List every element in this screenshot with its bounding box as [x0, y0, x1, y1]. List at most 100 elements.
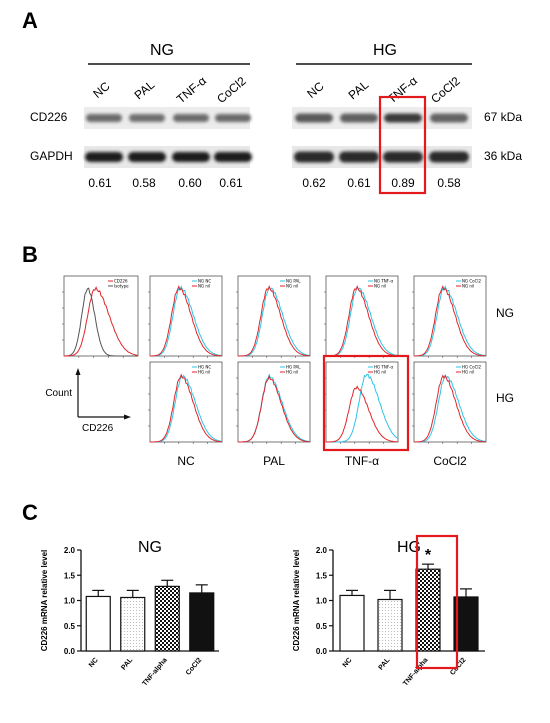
histogram-legend-entry: HG PAL: [286, 365, 301, 370]
ratio-value-ng: 0.61: [88, 176, 112, 190]
blot-band: [86, 114, 122, 122]
histogram-trace: [64, 286, 139, 357]
ng-group-title: NG: [150, 42, 174, 59]
histogram-trace: [326, 285, 399, 357]
count-cd226-axes: Count CD226: [45, 368, 131, 434]
histogram-panel: HG TNF-αHG nil: [324, 361, 399, 444]
y-tick-label: 0.0: [316, 647, 328, 656]
histogram-column-label: NC: [177, 454, 195, 468]
band-ratios: 0.61 0.58 0.60 0.61 0.62 0.61 0.89 0.58: [88, 176, 461, 190]
lane-label-hg: CoCl2: [428, 74, 463, 106]
count-axis-label: Count: [45, 388, 72, 399]
ratio-value-hg: 0.58: [437, 176, 461, 190]
histogram-legend-entry: NG nil: [374, 284, 386, 289]
bar-cocl2: [189, 592, 215, 652]
histogram-trace: [414, 285, 487, 357]
histogram-legend-entry: NG NC: [198, 279, 211, 284]
y-tick-label: 1.5: [64, 571, 76, 580]
histogram-legend-entry: HG nil: [374, 370, 386, 375]
bar-tnf-alpha: [415, 568, 441, 652]
histogram-trace: [238, 285, 311, 357]
y-tick-label: 0.5: [316, 622, 328, 631]
blot-band: [383, 151, 423, 163]
x-tick-label: CoCl2: [185, 657, 203, 677]
ratio-value-hg: 0.89: [391, 176, 415, 190]
histogram-frame: [325, 361, 399, 443]
ratio-value-ng: 0.58: [132, 176, 156, 190]
histogram-legend-entry: HG NC: [198, 365, 211, 370]
blot-band: [85, 152, 123, 162]
western-blot-bands: [84, 107, 472, 168]
histogram-legend-entry: NG TNF-α: [374, 279, 394, 284]
y-tick-label: 1.0: [64, 597, 76, 606]
blot-band: [215, 114, 251, 122]
y-axis-label: CD226 mRNA relative level: [292, 550, 301, 652]
row-label-hg: HG: [496, 391, 514, 405]
histogram-legend-entry: HG nil: [462, 370, 474, 375]
x-tick-label: NC: [342, 657, 354, 669]
y-tick-label: 0.5: [64, 622, 76, 631]
lane-label-hg: PAL: [346, 77, 372, 102]
blot-strip-cd226-hg: [292, 107, 472, 129]
panel-b-label: B: [22, 242, 38, 267]
row-label-cd226: CD226: [30, 110, 68, 124]
blot-band: [128, 152, 166, 162]
histogram-legend-entry: NG nil: [286, 284, 298, 289]
ratio-value-hg: 0.61: [347, 176, 371, 190]
lane-label-ng: CoCl2: [214, 74, 249, 106]
highlight-box-a: [378, 95, 427, 195]
row-label-gapdh: GAPDH: [30, 149, 73, 163]
bar-tnf-alpha: [154, 585, 180, 652]
histogram-legend-entry: NG nil: [198, 284, 210, 289]
histogram-panel: NG TNF-αNG nil: [324, 275, 399, 358]
panel-c: C NG 0.0 0.5 1.0 1.5 2.0 CD226 mRNA relative l…: [22, 500, 485, 688]
panel-c-label: C: [22, 500, 38, 525]
bar-pal: [120, 596, 146, 652]
histogram-legend-entry: NG CoCl2: [462, 279, 482, 284]
histogram-trace: [326, 385, 398, 443]
bar-chart-ng: NG 0.0 0.5 1.0 1.5 2.0 CD226 mRNA relative lev…: [40, 539, 219, 688]
histogram-legend-entry: HG TNF-α: [374, 365, 394, 370]
kda-label-gapdh: 36 kDa: [484, 149, 522, 163]
lane-label-ng: PAL: [132, 77, 158, 102]
histogram-legend-entry: NG PAL: [286, 279, 301, 284]
blot-band: [430, 113, 468, 123]
histogram-frame: [413, 361, 487, 443]
panel-a-label: A: [22, 8, 38, 33]
blot-band: [339, 151, 379, 163]
blot-band: [429, 151, 469, 163]
histogram-trace: [63, 287, 138, 357]
histogram-column-labels: NC PAL TNF-α CoCl2: [177, 454, 467, 468]
histogram-frame: [149, 361, 223, 443]
histogram-trace: [326, 285, 399, 357]
x-tick-label: NC: [88, 657, 100, 669]
row-label-ng: NG: [496, 306, 514, 320]
histogram-column-label: PAL: [263, 454, 285, 468]
blot-band: [384, 113, 422, 123]
histogram-trace: [414, 374, 486, 443]
histogram-frame: [413, 275, 487, 357]
blot-band: [214, 152, 252, 162]
histogram-column-label: TNF-α: [345, 454, 379, 468]
ratio-value-hg: 0.62: [302, 176, 326, 190]
x-tick-label: TNF-alpha: [402, 657, 429, 688]
bar-pal: [377, 598, 403, 652]
ratio-value-ng: 0.61: [219, 176, 243, 190]
y-axis-label: CD226 mRNA relative level: [40, 550, 49, 652]
chart-title: NG: [138, 539, 162, 556]
histogram-trace: [150, 374, 223, 443]
highlight-box-c: [415, 534, 459, 670]
histogram-trace: [150, 285, 223, 357]
histogram-legend-entry: HG nil: [286, 370, 298, 375]
y-tick-label: 2.0: [64, 546, 76, 555]
blot-strip-cd226-ng: [84, 107, 250, 129]
lane-label-ng: TNF-α: [174, 74, 209, 107]
